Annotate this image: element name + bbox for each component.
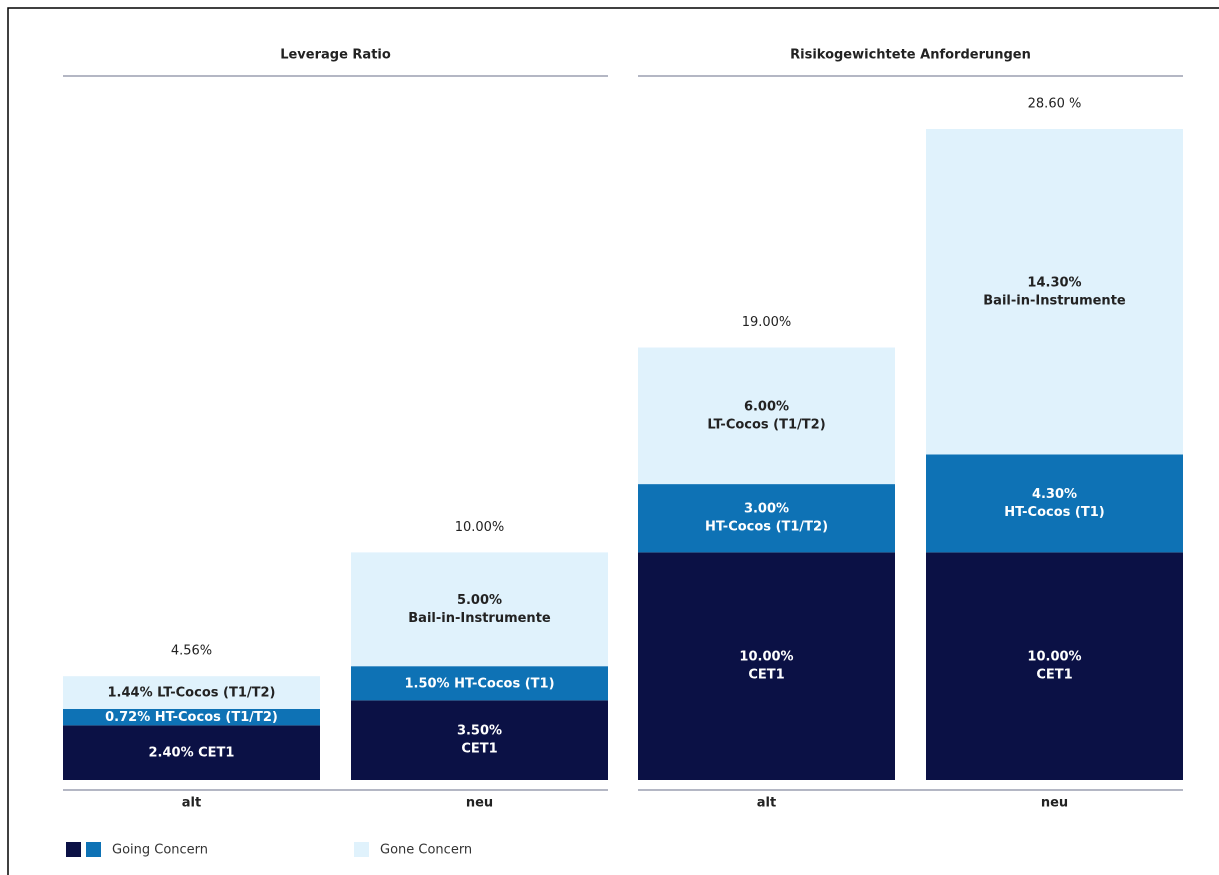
x-tick-label: alt bbox=[757, 796, 776, 811]
bar-segment bbox=[926, 454, 1183, 553]
total-label: 19.00% bbox=[742, 315, 792, 330]
segment-name: HT-Cocos (T1/T2) bbox=[705, 520, 828, 535]
bar-segment bbox=[926, 129, 1183, 455]
bar-segment bbox=[351, 666, 608, 701]
segment-value: 1.50% bbox=[404, 676, 449, 691]
segment-value: 0.72% bbox=[105, 710, 150, 725]
bar-segment bbox=[638, 347, 895, 485]
segment-value: 10.00% bbox=[739, 650, 793, 665]
bar-segment bbox=[351, 552, 608, 667]
segment-name: CET1 bbox=[461, 742, 497, 757]
panel-title: Leverage Ratio bbox=[280, 48, 391, 63]
bar-segment bbox=[63, 708, 320, 726]
legend-swatch bbox=[66, 842, 81, 857]
total-label: 10.00% bbox=[455, 520, 505, 535]
segment-label: 1.44% LT-Cocos (T1/T2) bbox=[108, 685, 276, 700]
x-tick-label: neu bbox=[1041, 796, 1068, 811]
segment-label: 1.50% HT-Cocos (T1) bbox=[404, 676, 554, 691]
segment-value: 3.00% bbox=[744, 502, 789, 517]
total-label: 4.56% bbox=[171, 644, 212, 659]
frame bbox=[7, 7, 1219, 875]
segment-value: 2.40% bbox=[149, 745, 194, 760]
segment-value: 10.00% bbox=[1027, 650, 1081, 665]
legend-label: Going Concern bbox=[112, 843, 208, 858]
x-tick-label: alt bbox=[182, 796, 201, 811]
segment-name: Bail-in-Instrumente bbox=[983, 293, 1126, 308]
segment-name: HT-Cocos (T1) bbox=[454, 676, 554, 691]
segment-label: 0.72% HT-Cocos (T1/T2) bbox=[105, 710, 278, 725]
bar-segment bbox=[63, 676, 320, 709]
segment-name: HT-Cocos (T1/T2) bbox=[155, 710, 278, 725]
legend-swatch bbox=[86, 842, 101, 857]
segment-name: CET1 bbox=[1036, 668, 1072, 683]
segment-name: LT-Cocos (T1/T2) bbox=[707, 417, 825, 432]
bar-segment bbox=[926, 552, 1183, 780]
bar-segment bbox=[638, 484, 895, 553]
total-label: 28.60 % bbox=[1028, 97, 1082, 112]
legend-swatch bbox=[354, 842, 369, 857]
panel-title: Risikogewichtete Anforderungen bbox=[790, 48, 1031, 63]
bar-segment bbox=[351, 700, 608, 780]
segment-value: 3.50% bbox=[457, 724, 502, 739]
segment-value: 6.00% bbox=[744, 399, 789, 414]
segment-value: 5.00% bbox=[457, 593, 502, 608]
segment-name: Bail-in-Instrumente bbox=[408, 611, 551, 626]
segment-name: LT-Cocos (T1/T2) bbox=[157, 685, 275, 700]
segment-name: CET1 bbox=[748, 668, 784, 683]
segment-value: 14.30% bbox=[1027, 275, 1081, 290]
segment-value: 1.44% bbox=[108, 685, 153, 700]
x-tick-label: neu bbox=[466, 796, 493, 811]
segment-label: 2.40% CET1 bbox=[149, 745, 235, 760]
bar-segment bbox=[63, 725, 320, 780]
bar-segment bbox=[638, 552, 895, 780]
segment-name: HT-Cocos (T1) bbox=[1004, 505, 1104, 520]
segment-value: 4.30% bbox=[1032, 487, 1077, 502]
segment-name: CET1 bbox=[198, 745, 234, 760]
legend-label: Gone Concern bbox=[380, 843, 472, 858]
